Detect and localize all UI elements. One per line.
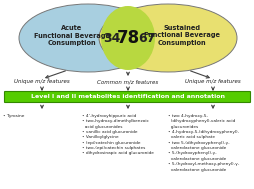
- Text: • two 4-hydroxy-5-
  (dihydroxyphenyl)-valeric acid
  glucuronides
• 4-hydroxy-5: • two 4-hydroxy-5- (dihydroxyphenyl)-val…: [167, 114, 238, 171]
- Text: 67: 67: [138, 32, 155, 44]
- Text: 34: 34: [103, 32, 120, 44]
- Ellipse shape: [19, 4, 156, 72]
- Ellipse shape: [99, 4, 236, 72]
- Ellipse shape: [101, 6, 154, 70]
- Text: Acute
Functional Beverage
Consumption: Acute Functional Beverage Consumption: [34, 26, 109, 46]
- Text: • Tyrosine: • Tyrosine: [3, 114, 24, 118]
- Text: Unique m/z features: Unique m/z features: [184, 80, 240, 84]
- Text: Level I and II metabolites identification and annotation: Level I and II metabolites identificatio…: [31, 94, 224, 99]
- Text: • 4’-hydroxyhippuric acid
• two-hydroxy-dimethylbenzoic
  acid glucuronides
• va: • 4’-hydroxyhippuric acid • two-hydroxy-…: [82, 114, 153, 155]
- Text: Sustained
Functional Beverage
Consumption: Sustained Functional Beverage Consumptio…: [144, 25, 219, 46]
- Text: Unique m/z features: Unique m/z features: [14, 80, 70, 84]
- Text: Common m/z features: Common m/z features: [97, 80, 158, 84]
- FancyBboxPatch shape: [5, 91, 249, 102]
- Text: 78: 78: [116, 29, 139, 47]
